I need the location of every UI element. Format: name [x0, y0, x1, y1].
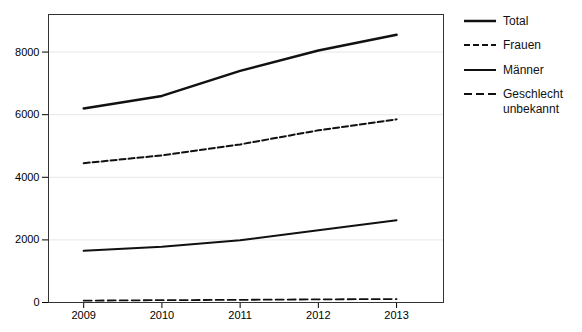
html-text:Frauen: Frauen — [503, 38, 541, 53]
svg-text:4000: 4000 — [15, 171, 39, 183]
html-text:Geschlecht unbekannt: Geschlecht unbekannt — [503, 87, 563, 116]
svg-text:6000: 6000 — [15, 108, 39, 120]
html-text:Total: Total — [503, 14, 529, 28]
svg-text:8000: 8000 — [15, 46, 39, 58]
html-text:Männer: Männer — [503, 62, 544, 77]
svg-text:0: 0 — [33, 296, 39, 308]
svg-text:2009: 2009 — [71, 309, 95, 321]
svg-text:2011: 2011 — [228, 309, 252, 321]
svg-text:2012: 2012 — [306, 309, 330, 321]
svg-text:2013: 2013 — [384, 309, 408, 321]
svg-text:2010: 2010 — [150, 309, 174, 321]
svg-text:2000: 2000 — [15, 233, 39, 245]
